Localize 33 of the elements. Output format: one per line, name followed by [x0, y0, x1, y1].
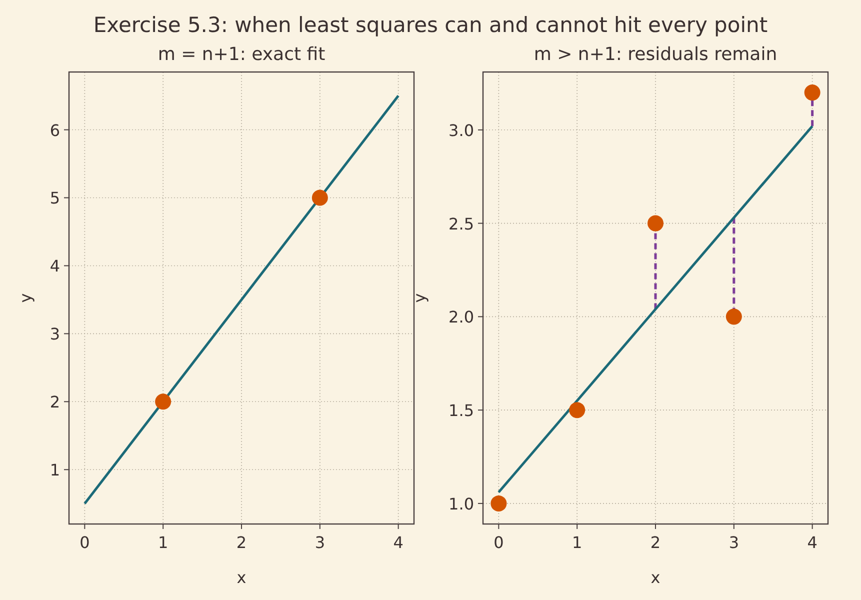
x-tick-label: 4: [393, 533, 404, 552]
y-tick-label: 6: [50, 120, 60, 140]
y-tick-label: 1.5: [448, 401, 474, 420]
x-axis-title: x: [650, 568, 660, 587]
x-tick-label: 1: [572, 533, 582, 552]
x-tick-label: 3: [728, 533, 740, 552]
y-tick-label: 2.0: [448, 308, 474, 327]
x-tick-label: 3: [314, 533, 326, 552]
x-axis-title: x: [236, 568, 246, 587]
y-tick-label: 1: [50, 460, 60, 480]
point: [726, 308, 742, 325]
point: [490, 495, 507, 512]
chart-title: Exercise 5.3: when least squares can and cannot hit every point: [93, 13, 768, 37]
x-tick-label: 2: [236, 533, 247, 552]
point: [569, 402, 586, 418]
x-tick-label: 0: [494, 533, 504, 552]
chart-subtitle: m > n+1: residuals remain: [534, 44, 778, 65]
x-tick-label: 4: [807, 533, 818, 552]
y-tick-label: 2.5: [448, 214, 474, 234]
y-tick-label: 3: [50, 324, 60, 344]
y-tick-label: 1.0: [448, 494, 474, 514]
y-tick-label: 5: [50, 188, 60, 208]
chart-subtitle: m = n+1: exact fit: [158, 44, 326, 65]
point: [804, 84, 820, 101]
y-tick-label: 3.0: [448, 120, 474, 140]
x-tick-label: 1: [158, 533, 168, 552]
point: [648, 215, 664, 232]
x-tick-label: 0: [80, 533, 90, 552]
y-axis-title: y: [410, 293, 429, 303]
y-tick-label: 2: [50, 392, 60, 412]
y-axis-title: y: [16, 293, 35, 303]
y-tick-label: 4: [50, 256, 60, 276]
x-tick-label: 2: [650, 533, 661, 552]
